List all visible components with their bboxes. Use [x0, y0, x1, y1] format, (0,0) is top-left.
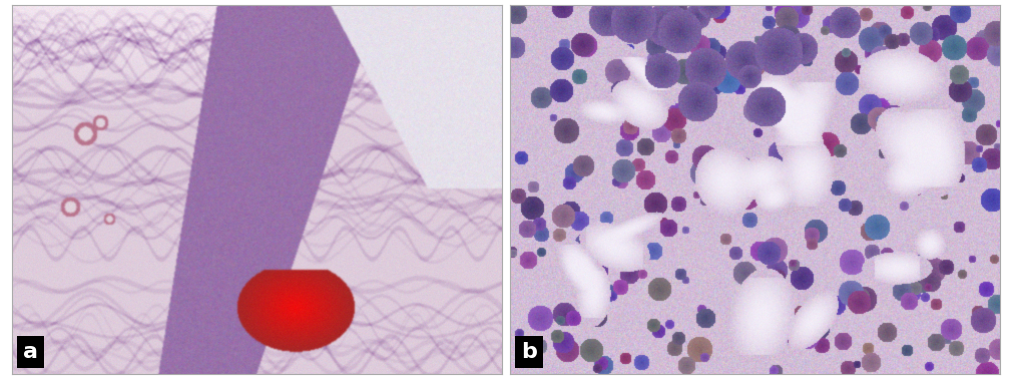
Text: a: a: [23, 342, 38, 362]
Text: b: b: [521, 342, 536, 362]
